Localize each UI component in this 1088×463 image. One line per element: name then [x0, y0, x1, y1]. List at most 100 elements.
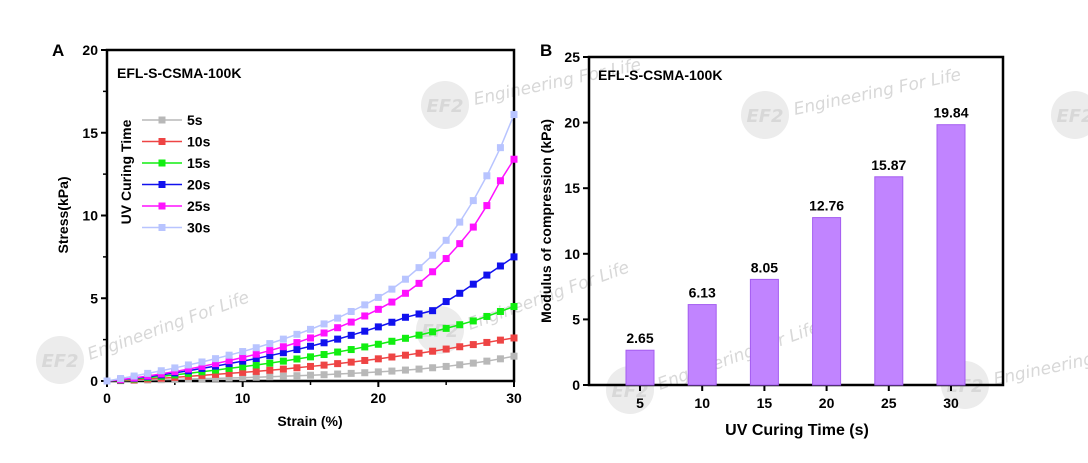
data-point-30s — [483, 172, 491, 180]
plot-frame-b — [587, 55, 1005, 387]
data-point-5s — [429, 364, 437, 372]
panel-label-a: A — [52, 41, 64, 60]
watermark-logo-icon — [421, 81, 469, 129]
data-point-25s — [307, 334, 314, 342]
data-point-20s — [293, 346, 301, 354]
x-tick-label-a: 20 — [371, 390, 387, 406]
data-point-10s — [456, 343, 464, 351]
annotation-title-b: EFL-S-CSMA-100K — [598, 67, 722, 83]
data-point-15s — [320, 351, 328, 359]
data-point-30s — [442, 236, 450, 244]
y-tick-label-b: 25 — [564, 49, 580, 65]
y-tick-label-b: 0 — [572, 377, 580, 393]
data-point-15s — [510, 303, 518, 311]
data-point-5s — [361, 369, 369, 377]
data-point-10s — [374, 355, 382, 363]
data-point-20s — [361, 327, 369, 335]
data-point-30s — [401, 275, 409, 283]
y-tick-label-a: 10 — [82, 208, 98, 224]
data-point-10s — [469, 341, 477, 349]
data-point-15s — [225, 364, 233, 372]
data-point-30s — [171, 364, 179, 372]
bar-value-label-20: 12.76 — [809, 198, 844, 214]
data-point-5s — [293, 372, 301, 380]
y-tick-label-b: 10 — [564, 246, 580, 262]
data-point-10s — [415, 349, 423, 357]
x-tick-label-a: 10 — [235, 390, 251, 406]
data-point-25s — [401, 289, 409, 297]
data-point-20s — [496, 262, 504, 270]
panel-b: B EFL-S-CSMA-100K UV Curing Time (s) Mod… — [538, 41, 1005, 439]
watermark-logo-text: EF2 — [1056, 106, 1088, 127]
legend-marker-25s — [158, 202, 166, 210]
data-point-30s — [252, 344, 260, 352]
data-point-5s — [374, 368, 382, 376]
data-point-5s — [279, 372, 287, 380]
bar-5 — [625, 349, 655, 386]
x-axis-label-a: Strain (%) — [277, 413, 342, 429]
x-tick-label-b: 15 — [757, 395, 773, 411]
data-point-5s — [252, 373, 260, 381]
data-point-25s — [374, 305, 382, 313]
data-point-25s — [239, 353, 247, 361]
data-point-10s — [334, 360, 342, 368]
data-point-30s — [388, 285, 396, 293]
data-point-25s — [442, 255, 450, 263]
data-point-15s — [442, 324, 450, 332]
data-point-30s — [184, 361, 192, 369]
data-point-10s — [279, 365, 287, 373]
data-point-25s — [469, 223, 477, 231]
data-point-25s — [388, 298, 396, 306]
data-point-10s — [483, 338, 491, 346]
data-point-5s — [415, 365, 423, 373]
legend-label-5s: 5s — [187, 112, 203, 128]
data-point-20s — [442, 298, 450, 306]
watermark-logo-icon — [36, 336, 84, 384]
data-point-20s — [239, 357, 247, 365]
data-point-15s — [415, 331, 423, 339]
data-point-30s — [212, 355, 220, 363]
data-point-25s — [320, 329, 328, 337]
data-point-15s — [361, 343, 369, 351]
watermark-logo-text: EF2 — [746, 106, 783, 127]
y-tick-label-a: 15 — [82, 125, 98, 141]
data-point-10s — [266, 366, 274, 374]
legend-marker-5s — [158, 116, 166, 124]
legend-label-20s: 20s — [187, 177, 211, 193]
x-tick-label-b: 10 — [694, 395, 710, 411]
bar-value-label-25: 15.87 — [871, 157, 906, 173]
data-point-10s — [212, 370, 220, 378]
data-point-30s — [320, 320, 328, 328]
data-point-30s — [415, 264, 423, 272]
data-point-5s — [266, 373, 274, 381]
x-tick-label-b: 25 — [881, 395, 897, 411]
y-tick-label-a: 0 — [90, 373, 98, 389]
data-point-25s — [252, 350, 260, 358]
data-point-20s — [279, 349, 287, 357]
data-point-30s — [239, 348, 247, 356]
data-point-25s — [279, 343, 287, 351]
data-point-30s — [510, 111, 518, 119]
data-point-20s — [469, 280, 477, 288]
data-point-15s — [388, 337, 396, 345]
legend-label-10s: 10s — [187, 134, 211, 150]
data-point-10s — [388, 353, 396, 361]
data-point-25s — [198, 362, 206, 370]
data-point-15s — [496, 307, 504, 315]
series-layer-a — [103, 111, 518, 385]
data-point-5s — [496, 355, 504, 363]
data-point-10s — [361, 356, 369, 364]
data-point-5s — [388, 367, 396, 375]
data-point-25s — [266, 347, 274, 355]
data-point-15s — [252, 361, 260, 369]
data-point-15s — [239, 363, 247, 371]
data-point-15s — [469, 317, 477, 325]
data-point-25s — [347, 318, 355, 326]
y-tick-label-b: 5 — [572, 311, 580, 327]
data-point-5s — [483, 357, 491, 365]
legend-title-a: UV Curing Time — [118, 119, 134, 224]
data-point-15s — [429, 328, 437, 336]
data-point-30s — [456, 218, 464, 226]
data-point-30s — [198, 358, 206, 366]
